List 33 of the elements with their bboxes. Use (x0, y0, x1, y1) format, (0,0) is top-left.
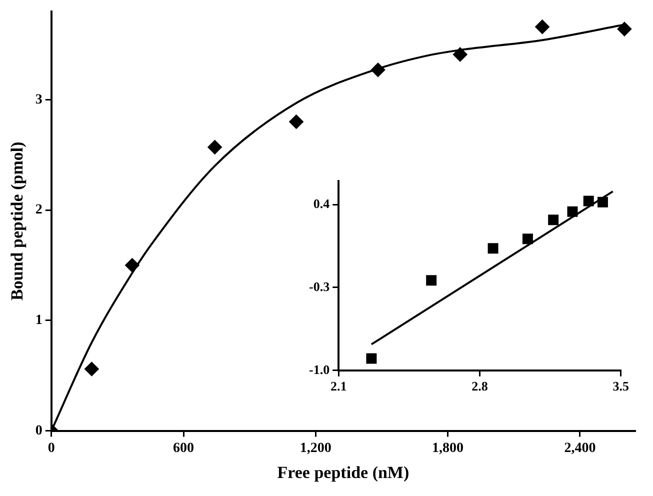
y-tick-label: 2 (35, 202, 42, 218)
x-axis-title: Free peptide (nM) (277, 463, 410, 482)
x-tick-label: 600 (173, 440, 194, 456)
y-axis-title: Bound peptide (pmol) (8, 142, 27, 300)
y-tick-label: 0.4 (313, 196, 330, 211)
point (488, 243, 498, 254)
x-tick-label: 2,400 (564, 440, 596, 456)
point (617, 22, 632, 36)
point (583, 196, 594, 206)
y-tick-label: -0.3 (308, 278, 330, 294)
x-tick-label: 1,800 (432, 440, 464, 456)
x-tick-label: 1,200 (300, 440, 332, 456)
y-tick-label: -1.0 (308, 362, 330, 377)
point (522, 234, 533, 244)
y-tick-label: 3 (35, 92, 42, 108)
x-tick-label: 2.8 (472, 378, 488, 394)
point (426, 275, 437, 286)
point (567, 206, 578, 217)
point (535, 20, 550, 34)
point (208, 140, 222, 154)
point (597, 196, 608, 208)
point (366, 353, 377, 364)
y-tick-label: 1 (35, 313, 42, 328)
x-tick-label: 2.1 (330, 378, 347, 394)
point (453, 47, 468, 62)
x-tick-label: 3.5 (612, 378, 630, 394)
point (548, 214, 559, 226)
point (125, 258, 140, 272)
point (289, 114, 304, 129)
point (84, 362, 99, 376)
x-tick-label: 0 (48, 440, 55, 456)
y-tick-label: 0 (35, 423, 42, 438)
point (370, 62, 385, 77)
